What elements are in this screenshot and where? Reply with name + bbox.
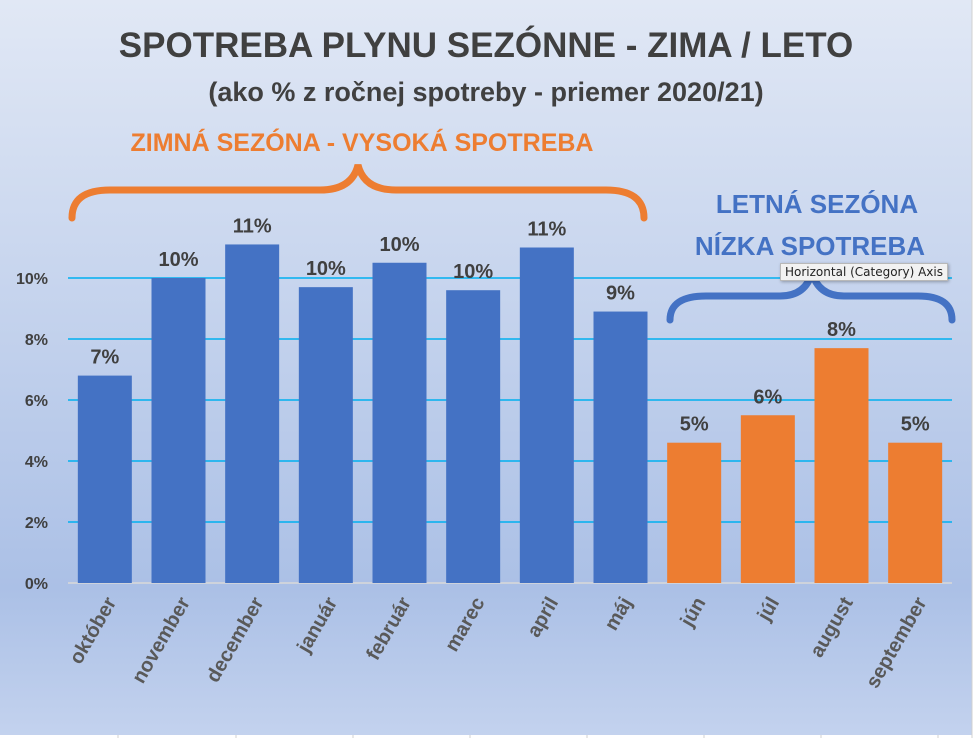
bar-august[interactable] <box>814 348 869 583</box>
bar-júl[interactable] <box>740 415 795 583</box>
bar-marec[interactable] <box>446 290 501 583</box>
data-label: 6% <box>753 386 782 408</box>
chart-subtitle: (ako % z ročnej spotreby - priemer 2020/… <box>208 77 763 107</box>
data-label: 10% <box>306 258 346 280</box>
bar-december[interactable] <box>225 244 280 583</box>
y-tick-label: 4% <box>25 454 48 471</box>
data-label: 9% <box>606 283 635 305</box>
data-label: 11% <box>233 215 272 237</box>
bar-november[interactable] <box>151 278 206 583</box>
data-label: 5% <box>680 414 709 436</box>
y-tick-label: 2% <box>25 515 48 532</box>
summer-annotation-line1: LETNÁ SEZÓNA <box>716 189 918 219</box>
y-tick-label: 10% <box>16 271 48 288</box>
data-label: 10% <box>453 261 493 283</box>
bar-september[interactable] <box>888 442 943 583</box>
data-label: 10% <box>158 249 198 271</box>
y-tick-label: 8% <box>25 332 48 349</box>
bar-jún[interactable] <box>667 442 722 583</box>
axis-tooltip: Horizontal (Category) Axis <box>780 263 948 281</box>
bar-január[interactable] <box>298 287 353 583</box>
data-label: 11% <box>527 219 566 241</box>
bar-april[interactable] <box>519 247 574 584</box>
bar-október[interactable] <box>77 375 132 583</box>
data-label: 7% <box>90 347 119 369</box>
summer-annotation-line2: NÍZKA SPOTREBA <box>695 231 925 261</box>
chart-title: SPOTREBA PLYNU SEZÓNNE - ZIMA / LETO <box>119 25 853 65</box>
data-label: 5% <box>901 414 930 436</box>
bar-máj[interactable] <box>593 311 648 583</box>
y-tick-label: 6% <box>25 393 48 410</box>
winter-annotation: ZIMNÁ SEZÓNA - VYSOKÁ SPOTREBA <box>131 127 594 157</box>
bar-február[interactable] <box>372 262 427 583</box>
y-tick-label: 0% <box>25 576 48 593</box>
data-label: 10% <box>379 234 419 256</box>
winter-brace <box>68 163 648 222</box>
data-label: 8% <box>827 319 856 341</box>
